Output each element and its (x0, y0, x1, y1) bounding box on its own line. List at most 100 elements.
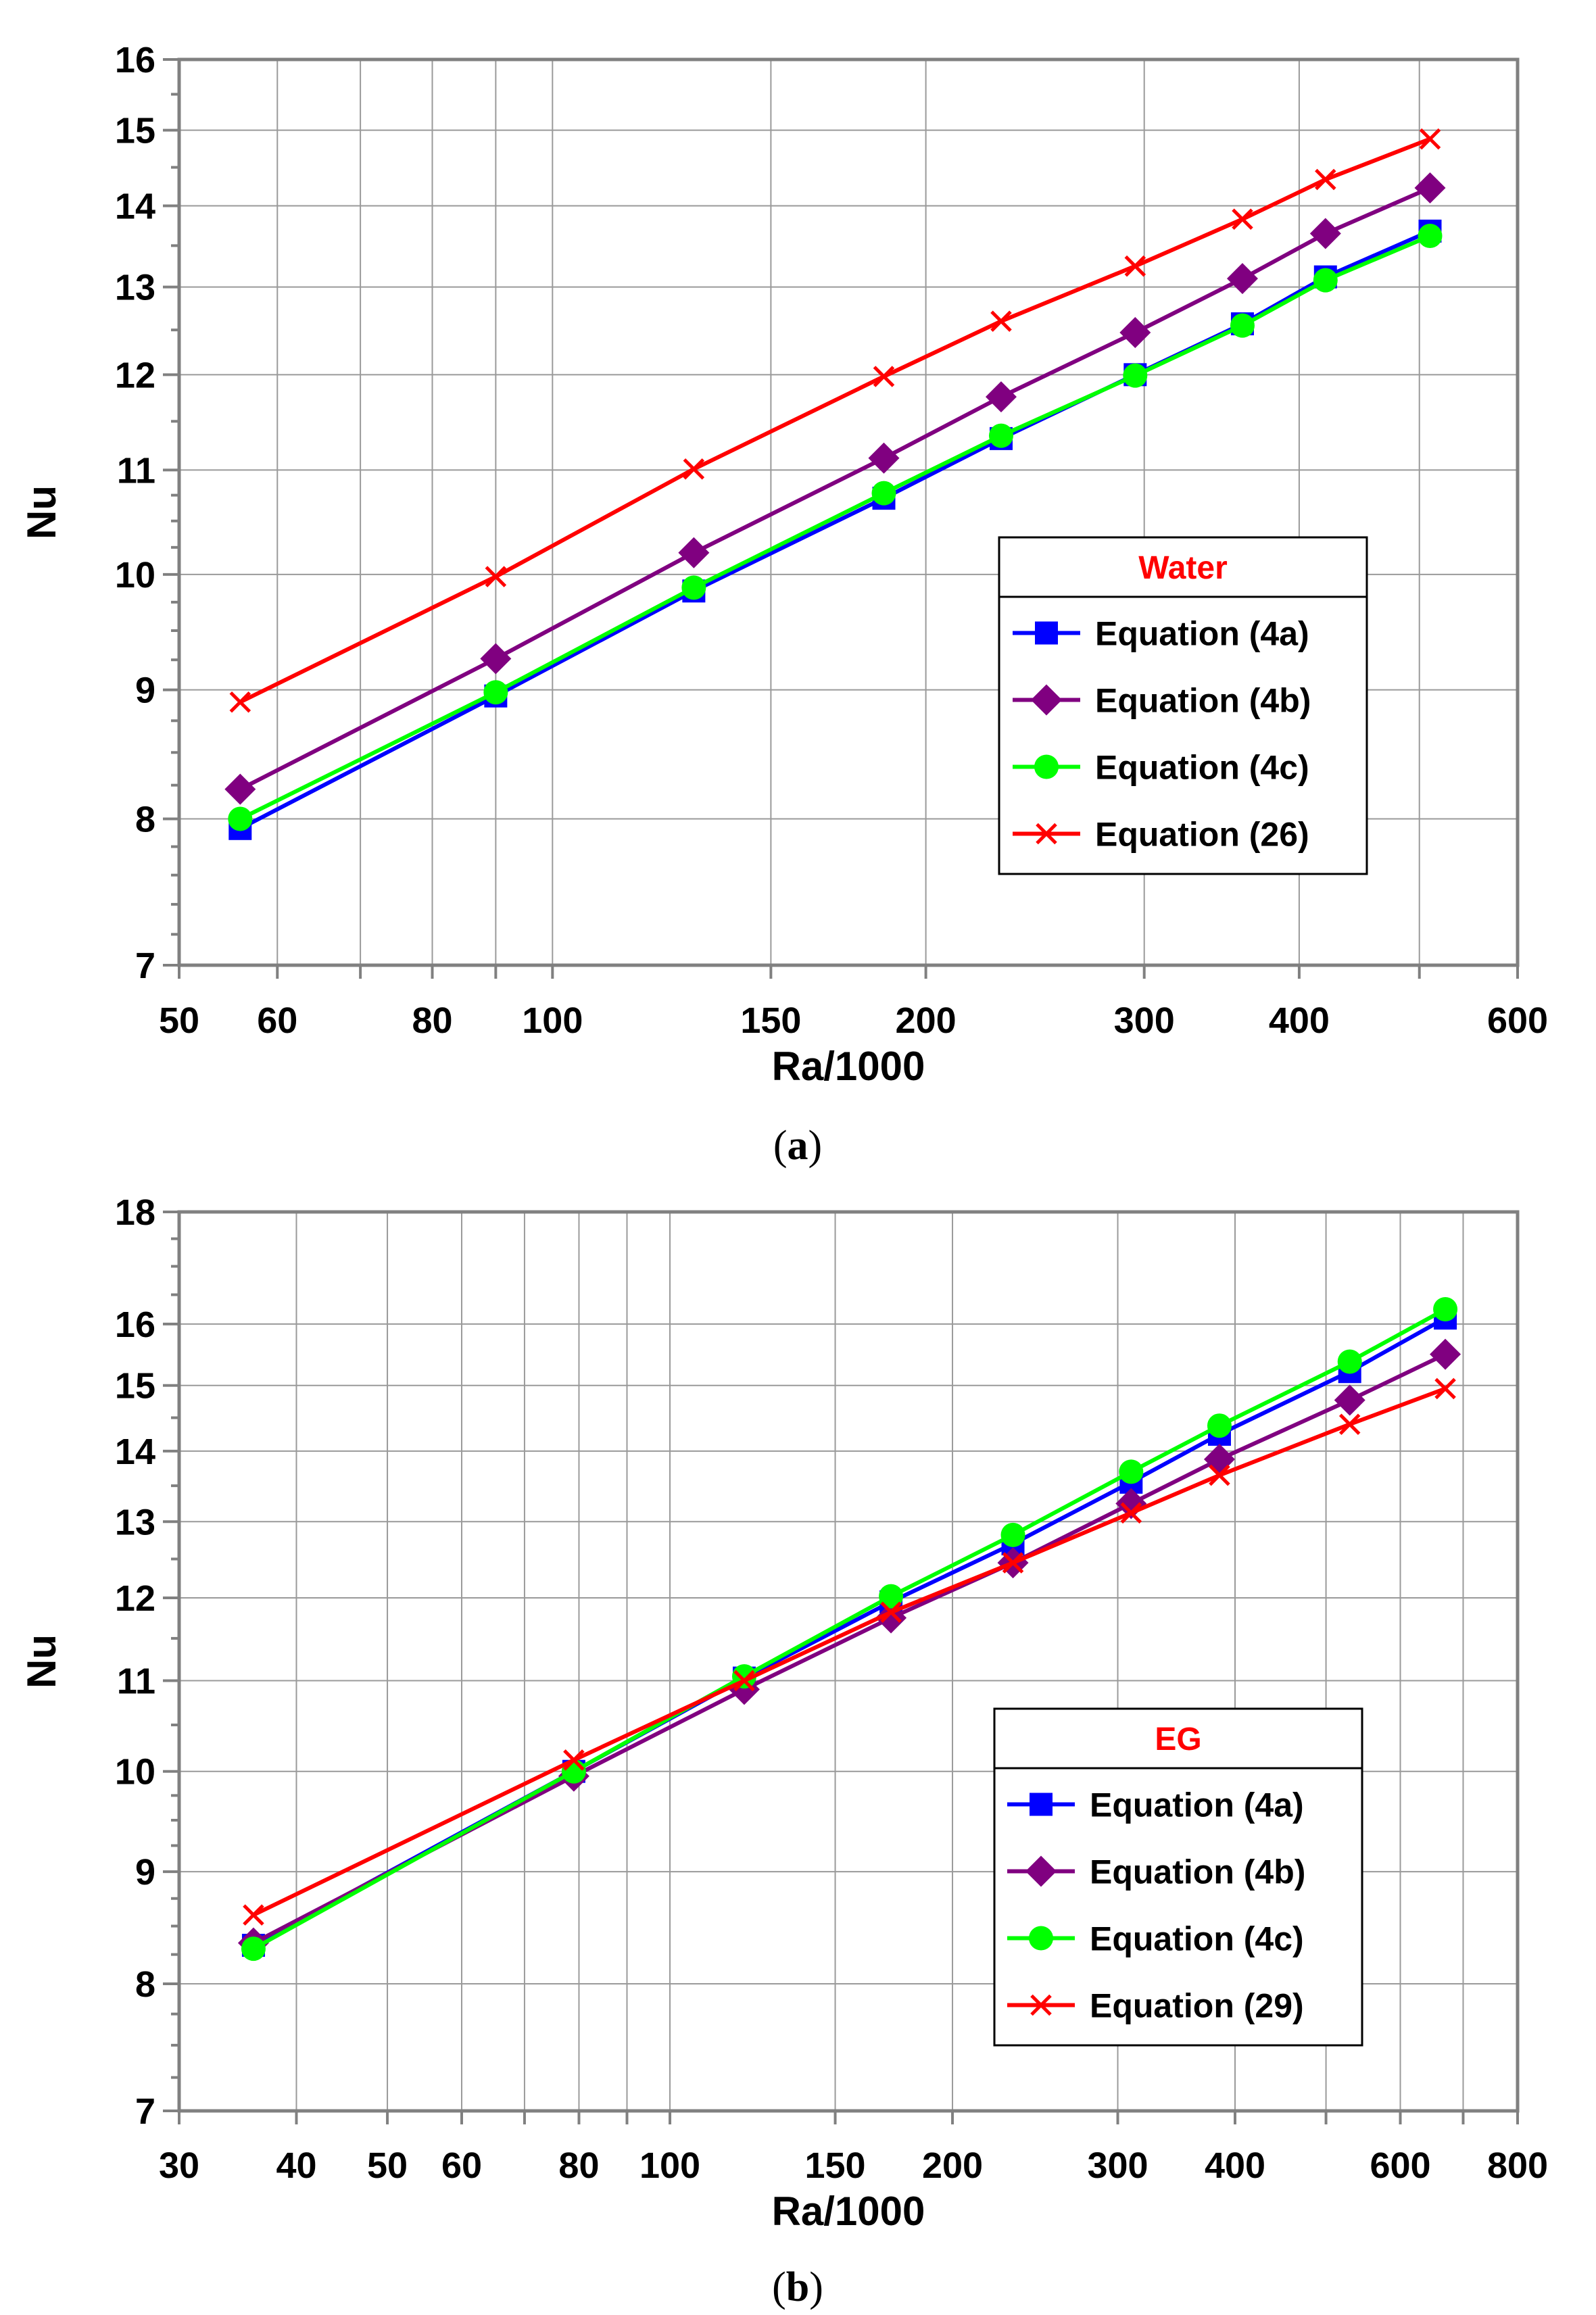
y-tick-label: 7 (135, 2091, 155, 2132)
legend-label: Equation (4a) (1095, 615, 1309, 653)
data-point (1337, 1349, 1362, 1374)
legend: EG Equation (4a) Equation (4b) Equation (4c… (993, 1707, 1363, 2047)
y-tick-label: 14 (115, 1432, 155, 1472)
legend-box (998, 536, 1368, 875)
data-point (681, 575, 706, 600)
x-tick-label: 80 (558, 2145, 599, 2186)
caption-letter: a (788, 1123, 808, 1169)
data-point (683, 458, 705, 480)
data-point (1418, 224, 1443, 249)
legend-label: Equation (29) (1090, 1987, 1304, 2025)
x-tick-label: 150 (740, 1000, 801, 1041)
data-point (228, 806, 253, 831)
y-tick-label: 7 (135, 946, 155, 986)
data-point (871, 481, 896, 506)
y-tick-label: 14 (115, 186, 155, 226)
data-point (990, 310, 1012, 332)
plot-frame (177, 1210, 1520, 2113)
data-point (229, 691, 251, 713)
y-tick-label: 9 (135, 1852, 155, 1893)
data-point (873, 366, 895, 387)
legend-marker (1034, 754, 1059, 779)
data-point (1419, 128, 1441, 150)
legend-marker (1031, 684, 1062, 716)
data-point (1119, 1459, 1144, 1484)
data-point (1232, 208, 1253, 230)
data-point (1207, 1413, 1232, 1438)
data-point (1414, 172, 1446, 204)
x-tick-label: 400 (1205, 2145, 1265, 2186)
legend-marker (1030, 1994, 1052, 2016)
x-tick-label: 200 (896, 1000, 957, 1041)
y-tick-label: 11 (117, 1661, 155, 1702)
data-point (241, 1936, 266, 1961)
x-tick-label: 100 (522, 1000, 583, 1041)
data-point (1315, 168, 1336, 191)
y-tick-label: 8 (135, 800, 155, 840)
plot-frame (177, 57, 1520, 967)
series-equation-4c- (228, 224, 1443, 831)
data-point (1120, 1502, 1142, 1524)
data-point (880, 1601, 902, 1624)
legend-label: Equation (4b) (1095, 682, 1311, 720)
legend-marker (1036, 823, 1057, 845)
x-axis-label: Ra/1000 (772, 2189, 925, 2234)
x-tick-label: 30 (159, 2145, 199, 2186)
x-tick-label: 600 (1370, 2145, 1430, 2186)
legend-marker (1035, 621, 1058, 645)
series-equation-29- (243, 1378, 1456, 1926)
data-point (1002, 1552, 1024, 1574)
caption-open: ( (772, 2264, 786, 2310)
x-tick-label: 800 (1487, 2145, 1548, 2186)
data-point (1434, 1378, 1456, 1400)
legend-marker (1030, 1793, 1053, 1816)
data-point (1313, 268, 1338, 293)
legend-label: Equation (4b) (1090, 1853, 1305, 1891)
y-tick-label: 15 (115, 1366, 155, 1407)
data-point (1230, 313, 1255, 338)
caption-open: ( (773, 1123, 788, 1169)
x-tick-label: 150 (804, 2145, 865, 2186)
y-tick-label: 12 (115, 355, 155, 395)
x-tick-label: 100 (639, 2145, 700, 2186)
data-point (1338, 1413, 1361, 1435)
data-point (1119, 317, 1151, 349)
x-tick-label: 300 (1114, 1000, 1175, 1041)
x-tick-label: 50 (367, 2145, 408, 2186)
x-tick-label: 40 (276, 2145, 316, 2186)
data-point (733, 1670, 755, 1692)
data-point (1433, 1297, 1458, 1322)
x-tick-label: 60 (441, 2145, 482, 2186)
data-point (1124, 255, 1146, 277)
data-point (879, 1584, 904, 1609)
caption-close: ) (809, 2264, 823, 2310)
x-tick-label: 300 (1087, 2145, 1148, 2186)
chart-panel-b: 7 8 9 10 11 12 13 14 15 16 18 30 40 50 60 80 100 150 200 30… (19, 1192, 1548, 2310)
data-point (678, 537, 710, 568)
data-point (1334, 1384, 1365, 1416)
caption-close: ) (808, 1123, 823, 1169)
series-equation-4b- (224, 172, 1446, 805)
y-tick-label: 11 (117, 450, 155, 491)
data-point (243, 1904, 264, 1926)
legend-title: Water (1138, 550, 1228, 586)
y-tick-label: 13 (115, 1502, 155, 1542)
y-tick-label: 8 (135, 1964, 155, 2005)
x-tick-label: 200 (922, 2145, 983, 2186)
y-tick-label: 15 (115, 111, 155, 151)
data-point (483, 680, 508, 705)
legend-title: EG (1155, 1722, 1201, 1757)
x-tick-label: 80 (412, 1000, 452, 1041)
y-tick-label: 9 (135, 671, 155, 711)
y-tick-label: 12 (115, 1578, 155, 1619)
legend-label: Equation (4a) (1090, 1786, 1304, 1824)
x-tick-label: 50 (159, 1000, 199, 1041)
x-tick-label: 60 (257, 1000, 297, 1041)
data-point (1000, 1522, 1025, 1547)
y-tick-label: 16 (115, 40, 155, 80)
x-tick-label: 400 (1269, 1000, 1330, 1041)
legend-label: Equation (4c) (1095, 749, 1309, 787)
data-point (224, 773, 256, 805)
y-tick-label: 16 (115, 1305, 155, 1345)
y-tick-label: 18 (115, 1192, 155, 1233)
